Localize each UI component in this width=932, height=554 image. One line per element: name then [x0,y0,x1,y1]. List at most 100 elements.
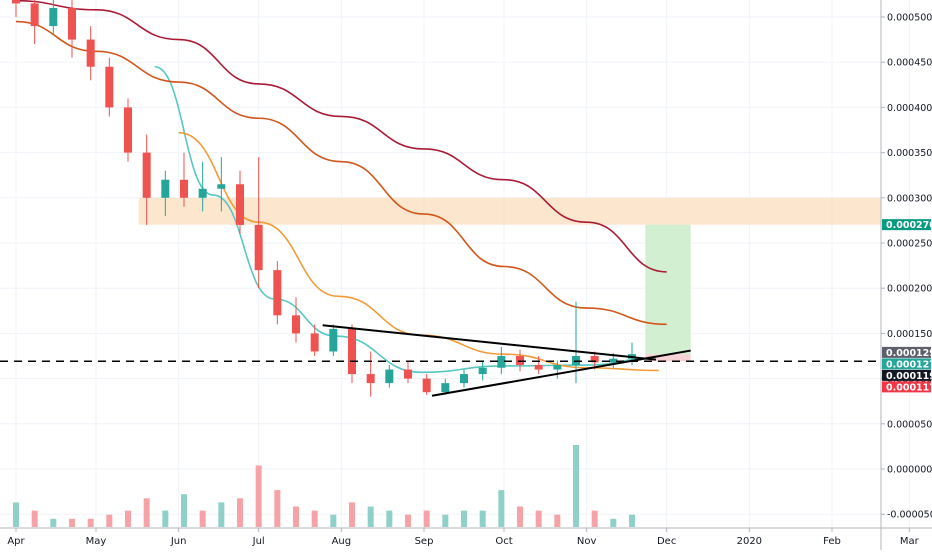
volume-bar [461,510,467,527]
candle-body [49,7,58,27]
volume-bar [498,490,505,527]
candle-body [254,224,263,271]
volume-bar [274,490,281,527]
x-tick-label: Dec [657,536,676,547]
x-tick-label: Mar [900,536,920,547]
price-label: 0.0002703 [886,220,932,231]
candle-body [217,184,226,189]
candle-body [497,356,506,368]
volume-bar [237,498,243,527]
candle-body [68,7,76,40]
resistance-zone [138,197,881,225]
volume-bar [517,506,523,527]
price-label-bg [882,346,931,358]
volume-bar [69,518,75,527]
volume-bar [31,510,38,527]
x-tick-label: Aug [332,536,352,547]
volume-bar [218,502,225,527]
y-tick-label: 0.0000000 [887,465,932,476]
candle-body [86,39,95,67]
candle-body [590,356,599,363]
volume-bar [349,502,355,527]
volume-bar [293,506,299,527]
candle-body [460,374,468,384]
price-label-bg [882,358,931,370]
candle-body [161,179,170,198]
candle-body [142,152,151,198]
volume-bar [199,510,206,527]
moving-average-line [178,131,659,372]
price-label-bg [882,381,931,393]
volume-bar [181,494,187,527]
candle-body [478,367,487,375]
candle-body [329,328,338,352]
x-tick-label: Jun [170,536,187,547]
volume-bar [255,465,262,527]
target-zone [645,224,691,355]
volume-bar [405,514,411,527]
zones [138,197,881,362]
moving-average-line [15,20,667,326]
candle-body [385,369,394,384]
candle-body [124,107,132,153]
trendline [322,324,657,361]
price-label: 0.0001192 [886,371,932,382]
candle-body [404,369,412,379]
candle-body [273,270,282,316]
candle-body [310,333,319,352]
volume-bar [610,518,617,527]
candle-body [180,179,188,198]
price-label: 0.0001290 [886,348,932,359]
volume-bar [535,510,542,527]
volume-bar [367,506,374,527]
drawings [0,324,881,397]
grid [0,0,910,528]
price-label-bg [882,219,931,231]
candle-body [348,328,356,375]
price-label: 0.0001270 [886,359,932,370]
x-tick-label: Apr [7,536,25,547]
volume-bar [311,510,318,527]
x-tick-label: May [86,536,107,547]
volume-bar [87,518,94,527]
volume-bar [162,510,169,527]
candle-body [553,365,562,370]
volume-bar [106,514,113,527]
x-tick-label: Jul [252,536,265,547]
candle-body [422,378,431,393]
volume-bar [50,518,57,527]
price-label-bg [882,369,931,381]
candle-body [12,0,20,4]
candle-body [609,358,618,363]
x-tick-label: Feb [823,536,841,547]
candle-body [534,365,543,370]
candle-body [292,315,300,334]
volume-bar [386,510,393,527]
volume-bar [591,510,598,527]
price-labels: 0.00027030.00012900.00012700.00011920.00… [882,219,932,393]
volume-bars [13,445,635,527]
volume-bar [479,510,486,527]
volume-bar [143,498,150,527]
trendline [431,349,691,397]
x-tick-label: 2020 [737,536,762,547]
volume-bar [442,514,449,527]
candle-body [198,188,207,198]
candle-body [30,3,39,27]
volume-bar [13,502,19,527]
volume-bar [554,514,561,527]
stop-zone [645,354,691,362]
price-label: 0.0001173 [886,382,932,393]
volume-bar [330,514,337,527]
